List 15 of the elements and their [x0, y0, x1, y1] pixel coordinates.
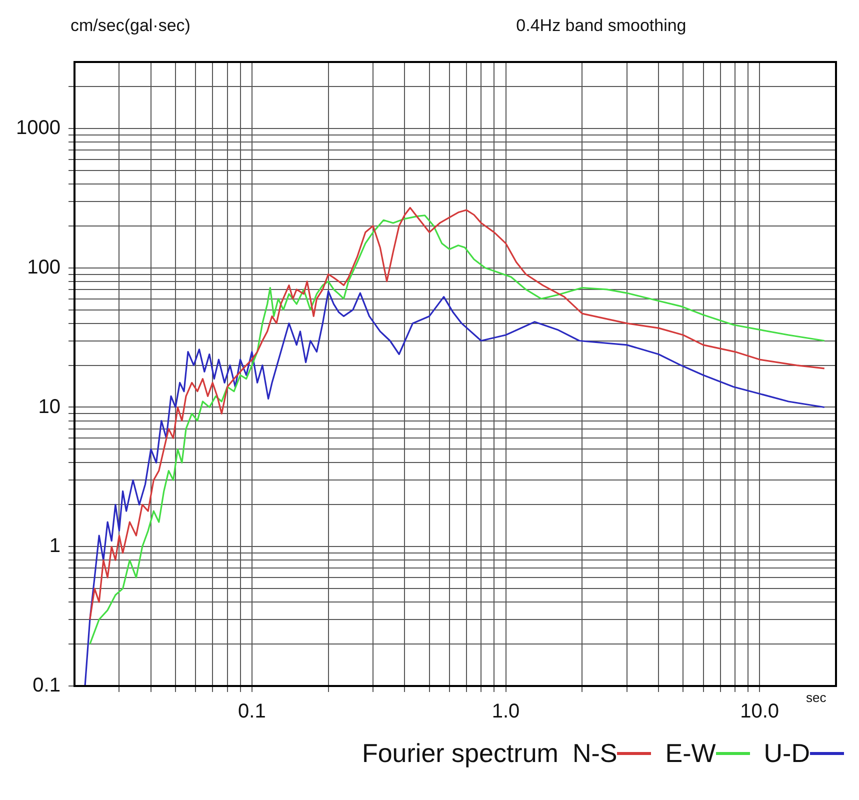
y-tick-label: 10 [38, 396, 60, 418]
legend-label: N-S [572, 738, 618, 769]
y-tick-label: 1000 [16, 117, 60, 140]
chart-subtitle: 0.4Hz band smoothing [516, 16, 686, 36]
x-axis-title: sec [806, 690, 826, 705]
x-tick-label: 0.1 [238, 700, 266, 723]
legend-label: U-D [764, 738, 810, 769]
x-tick-label: 10.0 [740, 700, 780, 723]
y-axis-title: cm/sec(gal·sec) [70, 16, 190, 36]
legend-label: E-W [665, 738, 716, 769]
x-tick-label: 1.0 [492, 700, 520, 723]
legend-title: Fourier spectrum [362, 738, 558, 769]
y-tick-label: 0.1 [32, 674, 60, 697]
y-tick-label: 100 [27, 256, 60, 278]
y-tick-label: 1 [49, 535, 60, 558]
